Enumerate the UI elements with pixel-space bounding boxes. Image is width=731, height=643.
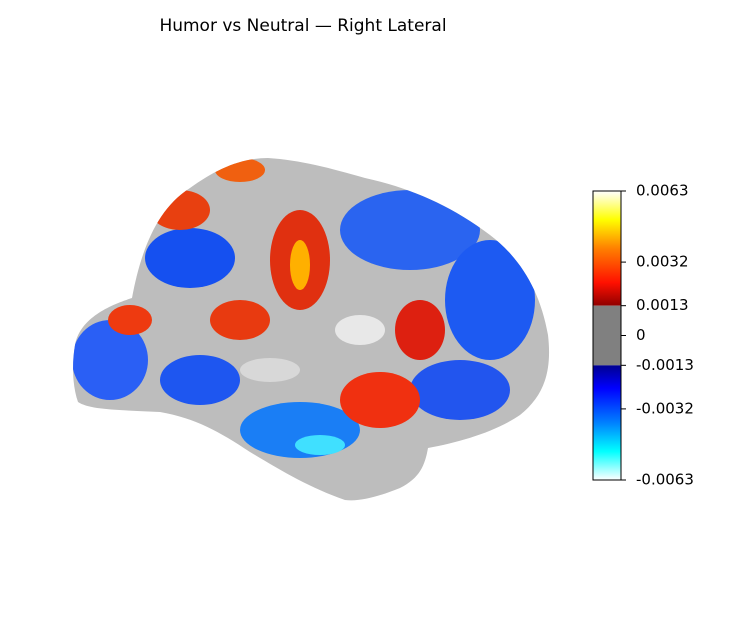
colorbar-threshold <box>593 305 621 366</box>
colorbar-hot <box>593 191 621 306</box>
colorbar-tick-label: -0.0063 <box>636 471 694 489</box>
colorbar-tick-label: 0.0032 <box>636 253 689 271</box>
colorbar-tick-label: 0 <box>636 326 646 344</box>
colorbar-tick-label: -0.0032 <box>636 399 694 417</box>
brain-surface <box>73 158 550 501</box>
colorbar-cold <box>593 365 621 480</box>
colorbar-tick-label: -0.0013 <box>636 356 694 374</box>
colorbar-tick-label: 0.0063 <box>636 182 689 200</box>
colorbar-tick-label: 0.0013 <box>636 296 689 314</box>
chart-title: Humor vs Neutral — Right Lateral <box>159 16 446 36</box>
